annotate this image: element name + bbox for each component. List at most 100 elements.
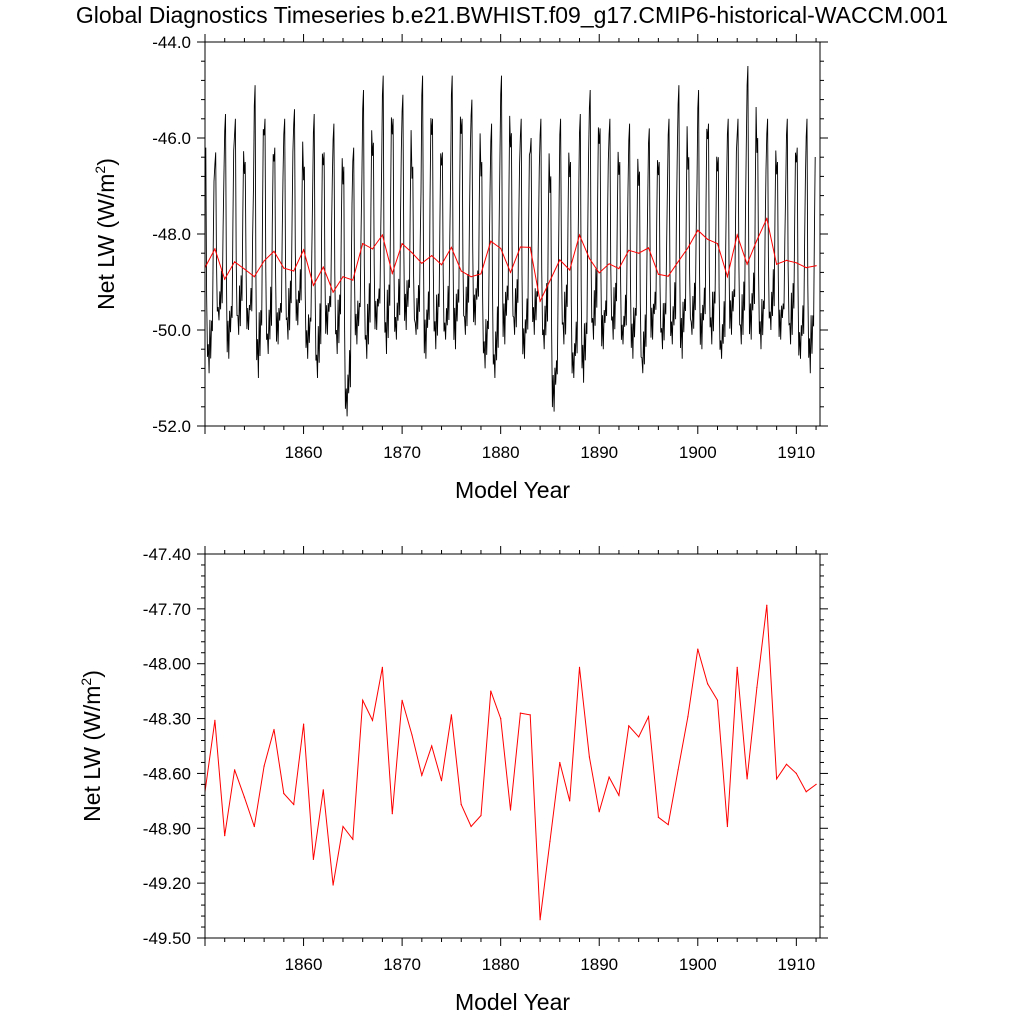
data-point	[283, 792, 285, 795]
data-point	[421, 262, 423, 264]
data-point	[509, 271, 512, 273]
y-axis-title-suffix: )	[93, 158, 119, 166]
data-point	[391, 813, 393, 815]
data-point	[687, 716, 689, 718]
y-axis-title-main: Net LW (W/m	[93, 174, 119, 310]
data-point	[628, 249, 630, 251]
chart-panel-1: 1860 1870 1880 1890 1900 1910 -52.0 -50.0 -48.0 -…	[92, 33, 828, 503]
data-point	[332, 291, 334, 293]
data-point	[539, 300, 541, 302]
data-point	[352, 279, 354, 281]
data-point	[332, 884, 334, 886]
x-tick-label: 1870	[383, 443, 421, 462]
y-axis-title-superscript: 2	[92, 166, 108, 174]
data-point	[381, 666, 383, 669]
data-point	[785, 259, 788, 261]
data-point	[500, 718, 502, 720]
data-point	[805, 267, 807, 269]
data-point	[224, 835, 226, 837]
data-point	[569, 800, 571, 802]
data-point	[342, 825, 344, 828]
plot-frame	[204, 41, 821, 427]
data-point	[371, 248, 374, 250]
data-point	[588, 257, 591, 260]
y-tick-label: -46.0	[152, 129, 191, 148]
x-tick-label: 1910	[777, 443, 815, 462]
data-point	[776, 263, 778, 265]
data-point	[628, 725, 630, 727]
data-point	[312, 858, 314, 861]
data-point	[421, 774, 423, 776]
data-point	[273, 728, 275, 731]
data-point	[707, 238, 709, 240]
data-point	[293, 803, 295, 806]
data-point	[391, 272, 393, 274]
data-point	[657, 816, 660, 818]
data-point	[322, 266, 324, 268]
data-point	[726, 276, 729, 278]
data-point	[263, 765, 265, 767]
data-point	[362, 243, 364, 245]
data-point	[234, 769, 236, 771]
y-tick-label: -44.0	[152, 33, 191, 52]
data-point	[647, 716, 650, 718]
data-point	[716, 699, 719, 701]
y-tick-label: -48.90	[143, 819, 191, 838]
data-point	[598, 811, 600, 813]
data-point	[776, 778, 778, 780]
data-point	[450, 714, 452, 716]
x-tick-label: 1880	[482, 443, 520, 462]
data-point	[303, 723, 305, 725]
data-point	[697, 648, 699, 650]
data-point	[500, 247, 502, 249]
data-point	[736, 234, 738, 236]
data-point	[401, 243, 403, 245]
data-point	[578, 666, 581, 669]
y-tick-label: -48.60	[143, 764, 191, 783]
data-point	[224, 278, 226, 280]
y-axis-title: Net LW (W/m2)	[92, 158, 119, 310]
data-point	[234, 261, 236, 263]
data-point	[411, 252, 413, 254]
data-point	[509, 809, 512, 811]
x-tick-label: 1860	[285, 443, 323, 462]
data-point	[795, 262, 797, 264]
data-point	[529, 246, 531, 248]
data-point	[303, 249, 305, 251]
data-point	[677, 261, 679, 263]
data-point	[736, 666, 738, 669]
y-axis-title: Net LW (W/m2)	[78, 670, 105, 822]
series-line-annual-mean	[205, 605, 817, 920]
data-point	[677, 769, 679, 771]
data-point	[726, 825, 729, 828]
data-point	[470, 276, 472, 278]
data-point	[411, 734, 413, 736]
data-point	[253, 825, 255, 828]
x-axis-title: Model Year	[455, 477, 570, 503]
data-point	[440, 780, 443, 782]
data-point	[638, 252, 640, 254]
data-point	[362, 699, 364, 701]
data-point	[716, 243, 719, 245]
data-point	[805, 791, 807, 793]
data-point	[490, 240, 492, 242]
data-point	[312, 284, 314, 286]
data-point	[539, 919, 541, 921]
y-tick-label: -52.0	[152, 417, 191, 436]
data-point	[549, 280, 551, 282]
data-point	[707, 683, 709, 685]
data-point	[214, 719, 216, 722]
x-tick-label: 1900	[679, 955, 717, 974]
y-tick-label: -49.50	[143, 929, 191, 948]
data-point	[243, 796, 245, 798]
y-tick-label: -47.70	[143, 600, 191, 619]
data-point	[667, 824, 669, 826]
data-point	[697, 229, 699, 231]
data-point	[559, 259, 561, 261]
y-tick-label: -48.0	[152, 225, 191, 244]
data-point	[401, 699, 403, 701]
x-tick-label: 1870	[383, 955, 421, 974]
data-point	[243, 268, 245, 270]
data-point	[529, 714, 531, 716]
